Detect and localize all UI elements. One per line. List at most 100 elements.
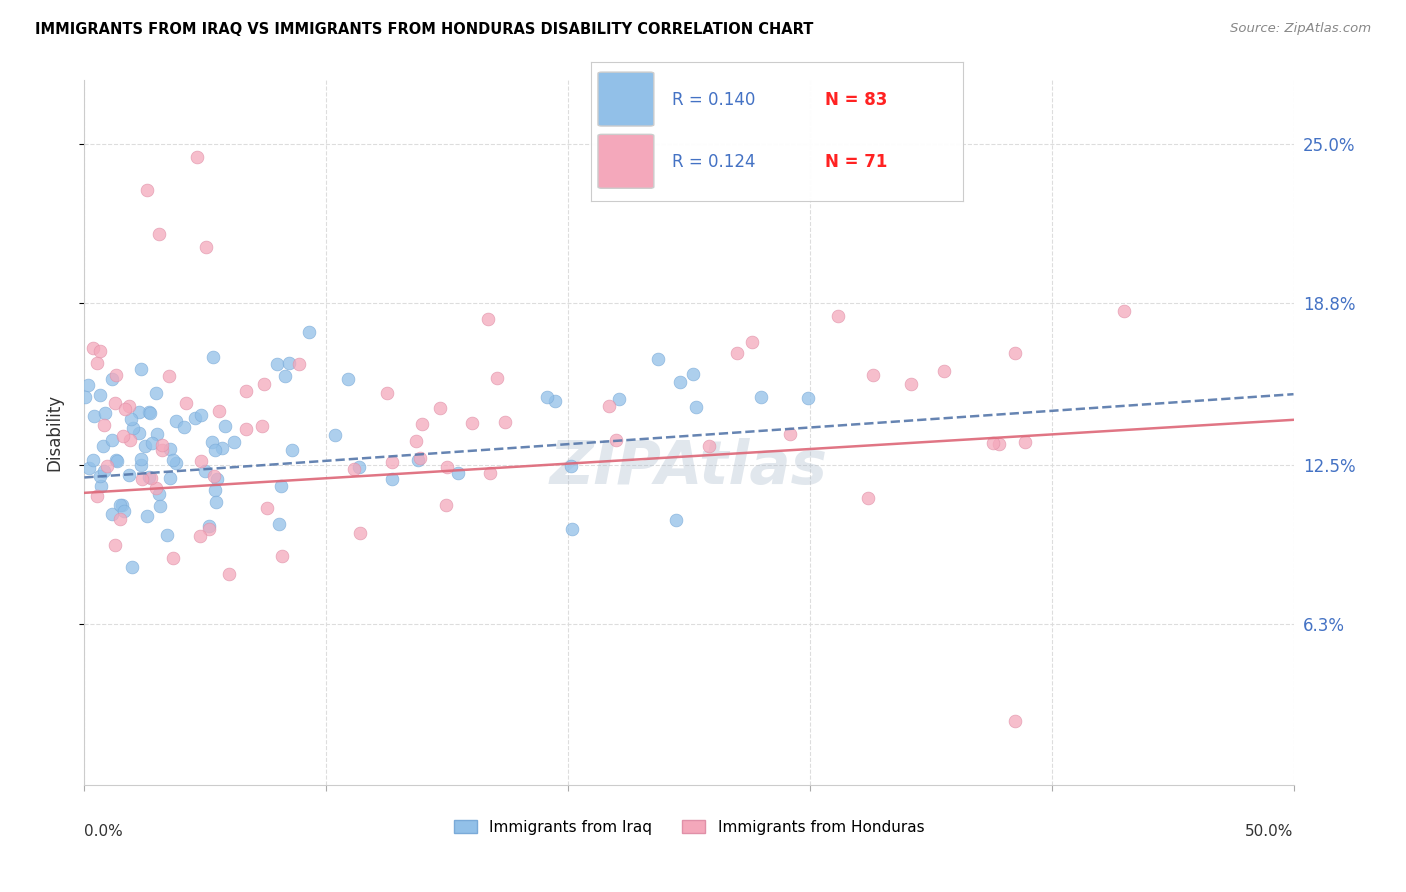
Point bbox=[165, 414, 187, 428]
Text: R = 0.124: R = 0.124 bbox=[672, 153, 756, 171]
Point bbox=[100, 507, 122, 521]
Point bbox=[253, 377, 276, 392]
Point bbox=[190, 529, 212, 543]
Point bbox=[749, 390, 772, 404]
Point bbox=[598, 399, 620, 413]
Point bbox=[477, 311, 499, 326]
Point bbox=[202, 350, 225, 364]
Point bbox=[204, 494, 226, 508]
Point bbox=[93, 463, 115, 477]
Point bbox=[89, 469, 111, 483]
Text: Source: ZipAtlas.com: Source: ZipAtlas.com bbox=[1230, 22, 1371, 36]
Point bbox=[1114, 304, 1136, 318]
Point bbox=[174, 396, 197, 410]
Legend: Immigrants from Iraq, Immigrants from Honduras: Immigrants from Iraq, Immigrants from Ho… bbox=[447, 814, 931, 841]
Point bbox=[145, 482, 167, 496]
Point bbox=[77, 461, 100, 475]
Point bbox=[271, 549, 294, 564]
Text: N = 83: N = 83 bbox=[825, 91, 887, 109]
Point bbox=[323, 428, 346, 442]
Point bbox=[73, 390, 96, 404]
Point bbox=[405, 434, 427, 448]
Point bbox=[159, 470, 181, 484]
Text: 0.0%: 0.0% bbox=[84, 823, 124, 838]
Point bbox=[204, 442, 226, 457]
Point bbox=[208, 404, 231, 418]
Point bbox=[434, 498, 457, 512]
Point bbox=[409, 450, 432, 465]
Point bbox=[111, 498, 134, 512]
Point bbox=[349, 526, 371, 541]
Point bbox=[288, 357, 311, 371]
Point bbox=[494, 415, 516, 429]
Point bbox=[298, 325, 321, 339]
Point bbox=[274, 369, 297, 384]
Point bbox=[934, 364, 956, 378]
Point bbox=[280, 443, 302, 458]
Text: IMMIGRANTS FROM IRAQ VS IMMIGRANTS FROM HONDURAS DISABILITY CORRELATION CHART: IMMIGRANTS FROM IRAQ VS IMMIGRANTS FROM … bbox=[35, 22, 814, 37]
Point bbox=[190, 453, 212, 467]
Point bbox=[129, 361, 152, 376]
Text: 50.0%: 50.0% bbox=[1246, 823, 1294, 838]
Point bbox=[148, 227, 170, 241]
Text: R = 0.140: R = 0.140 bbox=[672, 91, 756, 109]
Point bbox=[159, 442, 181, 456]
Point bbox=[122, 421, 145, 435]
Point bbox=[91, 439, 114, 453]
Point bbox=[165, 456, 187, 470]
Point bbox=[104, 538, 127, 552]
Point bbox=[214, 419, 236, 434]
Point bbox=[86, 356, 108, 370]
Point bbox=[121, 560, 143, 574]
Point bbox=[201, 434, 224, 449]
Point bbox=[269, 517, 291, 532]
Point bbox=[89, 343, 111, 358]
Point bbox=[128, 426, 150, 441]
Point bbox=[337, 372, 360, 386]
Point bbox=[136, 184, 159, 198]
Point bbox=[156, 527, 179, 541]
Point bbox=[194, 464, 217, 478]
Point bbox=[131, 472, 153, 486]
Point bbox=[536, 390, 558, 404]
Point bbox=[101, 433, 124, 447]
Point bbox=[150, 438, 173, 452]
Point bbox=[145, 385, 167, 400]
Point bbox=[118, 399, 141, 413]
Point bbox=[114, 402, 136, 417]
Point bbox=[128, 405, 150, 419]
FancyBboxPatch shape bbox=[598, 72, 654, 126]
Point bbox=[112, 504, 135, 518]
Point bbox=[1004, 714, 1026, 728]
Point bbox=[779, 427, 801, 442]
Point bbox=[235, 422, 257, 436]
Point bbox=[110, 511, 132, 525]
Point bbox=[118, 467, 141, 482]
Point bbox=[150, 442, 173, 457]
Point bbox=[82, 341, 104, 355]
Point bbox=[82, 453, 104, 467]
Point bbox=[460, 417, 482, 431]
Point bbox=[256, 501, 278, 516]
Point bbox=[135, 509, 157, 524]
Point bbox=[827, 310, 849, 324]
Point bbox=[682, 367, 704, 381]
Point bbox=[186, 150, 208, 164]
Point bbox=[108, 498, 131, 512]
Point bbox=[900, 377, 922, 392]
Text: N = 71: N = 71 bbox=[825, 153, 887, 171]
Point bbox=[406, 453, 429, 467]
Point bbox=[988, 437, 1011, 451]
Point bbox=[120, 412, 142, 426]
Point bbox=[381, 472, 404, 486]
Point bbox=[112, 428, 135, 442]
Point bbox=[266, 357, 288, 371]
Point bbox=[347, 460, 370, 475]
FancyBboxPatch shape bbox=[598, 135, 654, 188]
Point bbox=[605, 433, 627, 447]
Point bbox=[1004, 346, 1026, 360]
Point bbox=[93, 406, 115, 420]
Point bbox=[162, 453, 184, 467]
Point bbox=[184, 411, 207, 425]
Point bbox=[195, 240, 218, 254]
